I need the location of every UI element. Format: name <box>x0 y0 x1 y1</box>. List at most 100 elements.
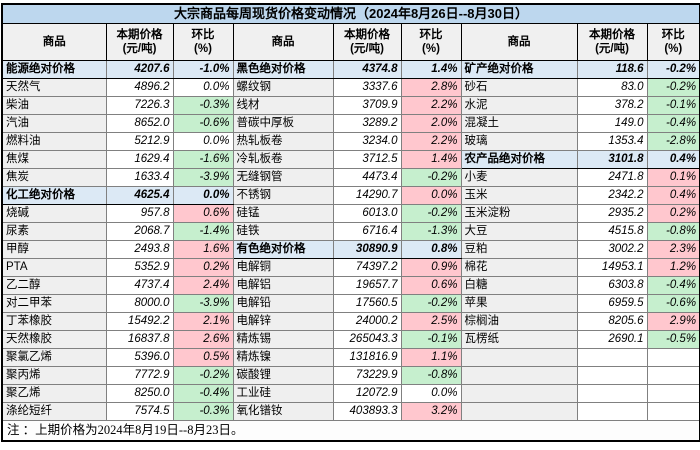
change-pct-cell: 0.4% <box>646 150 700 169</box>
price-cell: 1353.4 <box>576 132 648 151</box>
col-header-pct: 环比 (%) <box>646 23 700 61</box>
col-header-price: 本期价格 (元/吨) <box>105 23 174 61</box>
commodity-cell: 甲醇 <box>1 240 107 259</box>
col-header-commodity: 商品 <box>1 23 107 61</box>
price-cell: 3101.8 <box>576 150 648 169</box>
change-pct-cell: -3.9% <box>172 294 234 313</box>
price-cell: 957.8 <box>105 204 174 223</box>
commodity-cell: 玉米 <box>460 186 578 205</box>
price-cell: 19657.7 <box>332 276 402 295</box>
price-cell: 6303.8 <box>576 276 648 295</box>
price-cell: 8652.0 <box>105 114 174 133</box>
change-pct-cell: -0.2% <box>646 60 700 79</box>
commodity-cell: 天然气 <box>1 78 107 97</box>
price-cell: 403893.3 <box>332 402 402 421</box>
commodity-cell: 电解铜 <box>232 258 334 277</box>
commodity-cell: 电解铝 <box>232 276 334 295</box>
change-pct-cell: -0.4% <box>172 384 234 403</box>
change-pct-cell: 1.1% <box>400 348 462 367</box>
price-cell: 149.0 <box>576 114 648 133</box>
price-cell: 5352.9 <box>105 258 174 277</box>
commodity-cell: 热轧板卷 <box>232 132 334 151</box>
commodity-cell: 焦煤 <box>1 150 107 169</box>
price-cell: 16837.8 <box>105 330 174 349</box>
price-cell: 14953.1 <box>576 258 648 277</box>
change-pct-cell: -1.0% <box>172 60 234 79</box>
commodity-cell: 矿产绝对价格 <box>460 60 578 79</box>
price-cell: 83.0 <box>576 78 648 97</box>
change-pct-cell: 2.8% <box>400 78 462 97</box>
col-header-pct-line2: (%) <box>664 43 683 55</box>
change-pct-cell <box>646 348 700 367</box>
commodity-cell: 有色绝对价格 <box>232 240 334 259</box>
price-cell: 74397.2 <box>332 258 402 277</box>
change-pct-cell: -0.8% <box>400 366 462 385</box>
commodity-cell: 涤纶短纤 <box>1 402 107 421</box>
change-pct-cell: 2.4% <box>172 276 234 295</box>
commodity-cell: 工业硅 <box>232 384 334 403</box>
change-pct-cell: 0.9% <box>400 258 462 277</box>
commodity-cell: 混凝土 <box>460 114 578 133</box>
price-cell: 4737.4 <box>105 276 174 295</box>
change-pct-cell: -1.4% <box>172 222 234 241</box>
commodity-cell: 化工绝对价格 <box>1 186 107 205</box>
price-cell: 8250.0 <box>105 384 174 403</box>
commodity-cell: 焦炭 <box>1 168 107 187</box>
header-row: 商品 本期价格 (元/吨) 环比 (%) 商品 本期价格 (元/吨) 环比 (%) 商品… <box>1 23 700 61</box>
commodity-cell <box>460 366 578 385</box>
commodity-cell: 对二甲苯 <box>1 294 107 313</box>
commodity-cell: 棉花 <box>460 258 578 277</box>
col-header-pct-line1: 环比 <box>661 29 685 41</box>
change-pct-cell: -0.2% <box>400 294 462 313</box>
price-cell: 15492.2 <box>105 312 174 331</box>
change-pct-cell: 0.0% <box>400 384 462 403</box>
price-cell <box>576 402 648 421</box>
change-pct-cell: 2.0% <box>400 114 462 133</box>
commodity-cell: 精炼锡 <box>232 330 334 349</box>
col-header-price: 本期价格 (元/吨) <box>332 23 402 61</box>
commodity-cell <box>460 384 578 403</box>
commodity-cell: 豆粕 <box>460 240 578 259</box>
table-row: 柴油 7226.3 -0.3% 线材 3709.9 2.2% 水泥 378.2 -0.1% <box>1 96 700 115</box>
footnote: 注 ：上期价格为2024年8月19日--8月23日。 <box>1 420 700 442</box>
change-pct-cell <box>646 402 700 421</box>
change-pct-cell: -1.6% <box>172 150 234 169</box>
col-header-pct: 环比 (%) <box>400 23 462 61</box>
commodity-cell: 硅铁 <box>232 222 334 241</box>
price-cell <box>576 366 648 385</box>
price-cell <box>576 348 648 367</box>
table-row: 涤纶短纤 7574.5 -0.3% 氧化镨钕 403893.3 3.2% <box>1 402 700 421</box>
price-cell: 5212.9 <box>105 132 174 151</box>
table-row: 甲醇 2493.8 1.6% 有色绝对价格 30890.9 0.8% 豆粕 3002.2 2.3… <box>1 240 700 259</box>
price-cell: 131816.9 <box>332 348 402 367</box>
price-cell: 2493.8 <box>105 240 174 259</box>
commodity-cell: 尿素 <box>1 222 107 241</box>
commodity-cell: 烧碱 <box>1 204 107 223</box>
price-cell: 265043.3 <box>332 330 402 349</box>
change-pct-cell: -0.2% <box>400 168 462 187</box>
price-cell: 2342.2 <box>576 186 648 205</box>
price-cell: 1633.4 <box>105 168 174 187</box>
change-pct-cell: 1.6% <box>172 240 234 259</box>
col-header-price: 本期价格 (元/吨) <box>576 23 648 61</box>
commodity-cell: 农产品绝对价格 <box>460 150 578 169</box>
change-pct-cell: 2.2% <box>400 132 462 151</box>
price-cell: 3337.6 <box>332 78 402 97</box>
change-pct-cell: 0.8% <box>400 240 462 259</box>
commodity-cell: 聚丙烯 <box>1 366 107 385</box>
col-header-price-line1: 本期价格 <box>344 29 390 41</box>
title-row: 大宗商品每周现货价格变动情况（2024年8月26日--8月30日） <box>1 3 700 24</box>
price-cell: 4515.8 <box>576 222 648 241</box>
price-cell: 4207.6 <box>105 60 174 79</box>
change-pct-cell: 1.4% <box>400 150 462 169</box>
change-pct-cell: -0.6% <box>646 294 700 313</box>
table-row: 乙二醇 4737.4 2.4% 电解铝 19657.7 0.6% 白糖 6303.8 -0.4% <box>1 276 700 295</box>
table-row: 对二甲苯 8000.0 -3.9% 电解铅 17560.5 -0.2% 苹果 6959.5 -0… <box>1 294 700 313</box>
change-pct-cell: 0.5% <box>172 348 234 367</box>
change-pct-cell: -3.9% <box>172 168 234 187</box>
commodity-cell: 电解锌 <box>232 312 334 331</box>
col-header-price-line2: (元/吨) <box>595 43 629 55</box>
col-header-price-line1: 本期价格 <box>589 29 635 41</box>
col-header-pct-line1: 环比 <box>419 29 443 41</box>
